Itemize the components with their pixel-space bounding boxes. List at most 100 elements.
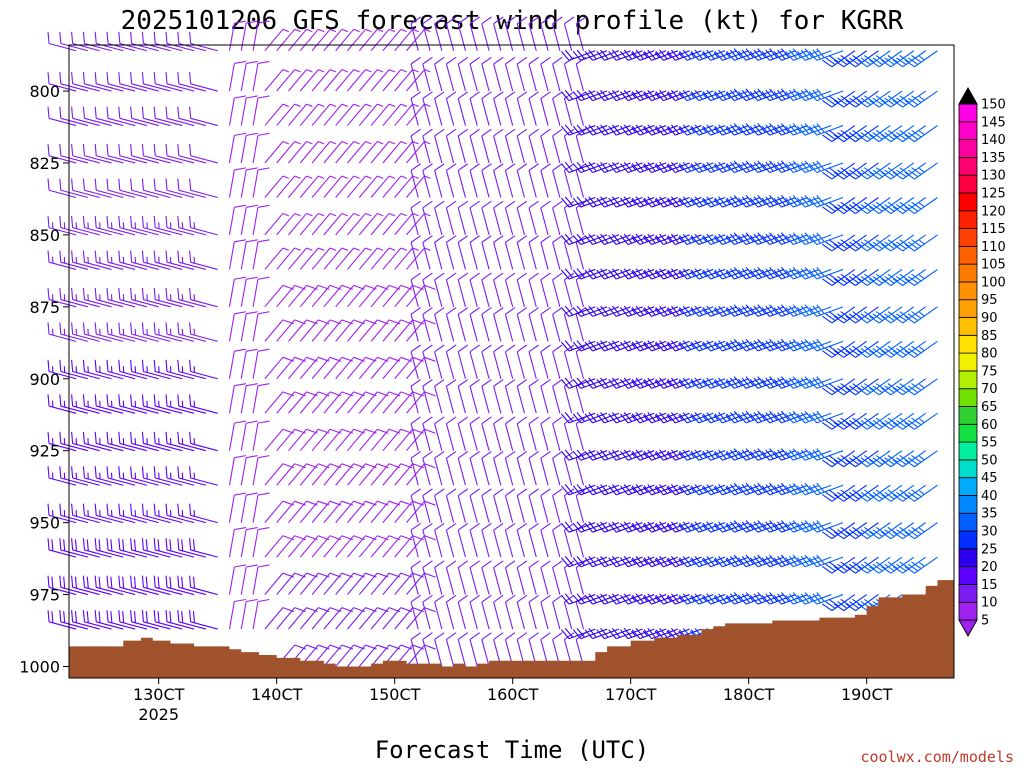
barb-flag	[887, 95, 898, 103]
barb-flag	[765, 556, 774, 566]
barb-flag	[655, 307, 664, 317]
barb-flag	[434, 16, 445, 25]
barb-shaft	[867, 162, 891, 180]
barb-flag	[833, 422, 845, 430]
barb-shaft	[422, 351, 431, 379]
barb-shaft	[264, 141, 284, 164]
wind-barb	[106, 503, 136, 524]
barb-shaft	[552, 458, 561, 486]
wind-barb	[493, 16, 504, 51]
barb-shaft	[107, 442, 136, 452]
barb-flag	[804, 160, 813, 171]
barb-flag	[631, 341, 641, 352]
barb-flag	[792, 123, 802, 133]
wind-barb	[540, 200, 551, 236]
wind-barb	[516, 56, 528, 92]
barb-shaft	[878, 340, 903, 358]
wind-barb	[358, 247, 384, 270]
barb-shaft	[902, 340, 926, 358]
wind-barb	[59, 394, 89, 414]
wind-barb	[394, 175, 419, 198]
barb-flag	[837, 313, 848, 322]
barb-flag	[682, 484, 692, 494]
barb-shaft	[288, 69, 307, 92]
barb-flag	[896, 457, 907, 465]
barb-shaft	[131, 299, 159, 308]
barb-flag	[631, 594, 641, 605]
barb-flag	[608, 235, 617, 245]
barb-flag	[797, 269, 806, 280]
barb-flag	[822, 315, 833, 324]
wind-barb	[94, 72, 124, 92]
barb-flag	[757, 48, 766, 58]
barb-flag	[765, 161, 774, 172]
barb-shaft	[563, 279, 573, 307]
barb-flag	[816, 410, 825, 421]
barb-shaft	[347, 285, 366, 308]
barb-flag	[469, 235, 480, 243]
barb-flag	[561, 51, 570, 61]
barb-flag	[777, 556, 786, 566]
barb-shaft	[493, 458, 502, 486]
barb-flag	[800, 196, 810, 207]
barb-shaft	[323, 500, 343, 523]
wind-barb	[240, 239, 258, 270]
barb-half-flag	[353, 247, 360, 251]
barb-flag	[257, 95, 270, 99]
barb-flag	[659, 449, 668, 460]
barb-flag	[51, 539, 54, 551]
barb-half-flag	[306, 247, 313, 251]
barb-shaft	[323, 103, 343, 126]
wind-barb	[540, 16, 551, 51]
barb-flag	[141, 394, 144, 407]
barb-shaft	[855, 450, 879, 468]
barb-shaft	[252, 241, 259, 270]
barb-flag	[647, 449, 656, 460]
barb-shaft	[528, 386, 537, 414]
barb-flag	[153, 431, 156, 444]
barb-shaft	[434, 207, 443, 236]
barb-flag	[887, 526, 898, 535]
barb-shaft	[155, 405, 183, 414]
barb-shaft	[72, 442, 100, 452]
barb-flag	[505, 235, 516, 243]
barb-flag	[726, 379, 735, 389]
barb-flag	[410, 91, 421, 99]
wind-barb	[726, 554, 761, 568]
barb-shaft	[552, 98, 561, 126]
barb-shaft	[855, 378, 879, 396]
barb-flag	[773, 125, 782, 136]
barb-shaft	[358, 428, 378, 452]
wind-barb	[726, 195, 761, 208]
barb-flag	[741, 412, 751, 422]
barb-flag	[118, 72, 121, 84]
barb-shaft	[867, 90, 891, 108]
wind-barb	[881, 484, 915, 502]
barb-flag	[564, 416, 575, 425]
barb-flag	[761, 163, 770, 173]
barb-flag	[165, 610, 168, 622]
barb-flag	[816, 48, 825, 58]
barb-half-flag	[631, 558, 636, 565]
wind-barb	[82, 538, 112, 558]
barb-half-flag	[365, 247, 372, 251]
barb-shaft	[311, 572, 331, 595]
colorbar-cell	[958, 512, 978, 532]
wind-barb	[552, 235, 563, 270]
wind-barb	[457, 235, 469, 270]
barb-half-flag	[666, 342, 672, 349]
colorbar-label: 15	[981, 578, 998, 593]
barb-flag	[896, 347, 907, 356]
barb-half-flag	[654, 52, 660, 58]
barb-half-flag	[701, 199, 707, 205]
barb-shaft	[445, 170, 455, 198]
barb-half-flag	[631, 127, 636, 133]
wind-barb	[504, 344, 516, 379]
wind-barb	[382, 175, 407, 198]
barb-flag	[679, 51, 688, 61]
wind-barb	[785, 410, 820, 424]
wind-barb	[82, 72, 112, 92]
barb-half-flag	[666, 52, 672, 58]
barb-half-flag	[713, 524, 719, 530]
barb-flag	[892, 531, 904, 540]
